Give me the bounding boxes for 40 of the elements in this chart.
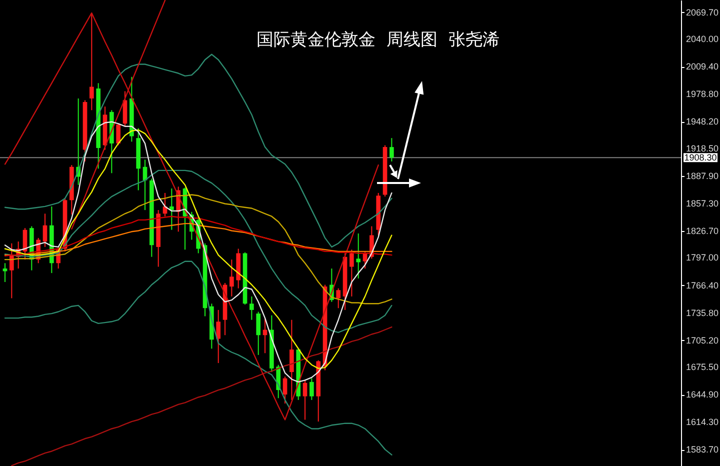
- y-tick-label: 1948.20: [686, 116, 719, 127]
- candlestick: [356, 232, 361, 279]
- candlestick: [390, 138, 394, 162]
- line-series: [4, 260, 392, 456]
- y-tick-label: 1644.90: [686, 390, 719, 400]
- candlestick: [350, 249, 354, 297]
- y-tick-label: 2069.70: [686, 7, 719, 18]
- candlestick: [256, 311, 261, 356]
- candlestick: [216, 309, 221, 364]
- y-tick-label: 1614.30: [686, 417, 719, 428]
- candlestick: [250, 296, 254, 320]
- line-series: [11, 326, 392, 466]
- candlestick: [10, 242, 14, 299]
- y-tick-label: 1887.90: [686, 170, 719, 181]
- candlestick: [170, 188, 174, 230]
- y-tick-label: 1978.80: [686, 89, 719, 100]
- candlestick: [282, 376, 288, 404]
- y-tick-label: 1766.40: [686, 280, 719, 290]
- candlestick: [230, 259, 234, 297]
- candlestick: [262, 318, 268, 354]
- candlestick: [90, 12, 94, 111]
- y-tick-label: 1675.50: [686, 362, 719, 372]
- y-tick-label: 1705.20: [686, 335, 719, 346]
- candlestick: [42, 213, 48, 248]
- candlestick: [302, 380, 308, 420]
- y-tick-label: 1583.70: [686, 444, 719, 455]
- line-series: [4, 54, 392, 248]
- y-tick-label: 1797.00: [686, 252, 719, 263]
- text: 国际黄金伦敦金 周线图 张尧浠: [256, 30, 500, 50]
- candlestick: [290, 319, 294, 400]
- candlestick: [116, 123, 121, 146]
- y-tick-label: 2040.00: [686, 34, 719, 44]
- y-tick-label: 2009.40: [686, 62, 719, 72]
- candlestick: [310, 378, 314, 400]
- y-tick-label: 1857.30: [686, 198, 719, 208]
- y-tick-label: 1735.80: [686, 308, 719, 318]
- y-tick-label: 1826.70: [686, 226, 719, 236]
- candlestick: [336, 288, 341, 309]
- ref-line-label: 1908.30: [684, 152, 717, 163]
- y-tick-label: 1918.50: [686, 143, 719, 154]
